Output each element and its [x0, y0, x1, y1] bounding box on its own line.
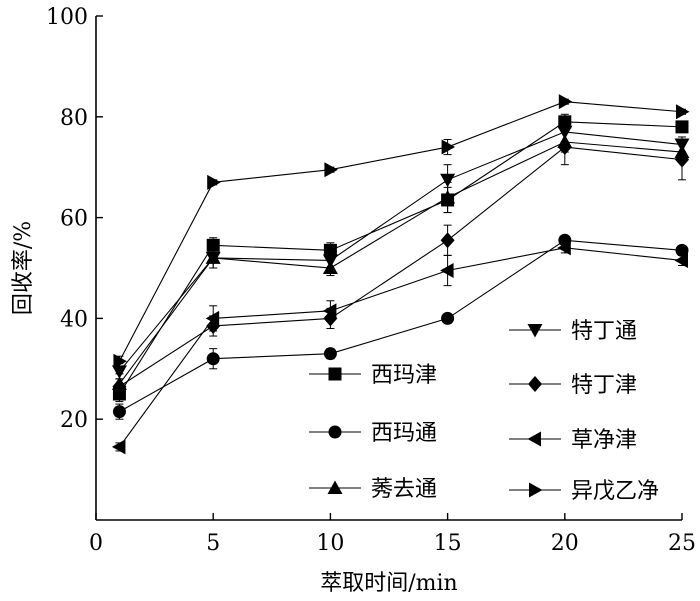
legend-label: 特丁通	[571, 319, 637, 344]
data-point	[206, 352, 220, 366]
y-axis-title: 回收率/%	[11, 221, 36, 315]
data-point	[323, 347, 337, 361]
data-point	[322, 303, 337, 319]
axis-tick-labels: 0 5 10 15 20 25 20 40 60 80 100	[46, 5, 696, 556]
data-point	[324, 162, 338, 178]
series-6	[111, 240, 688, 455]
data-point	[557, 240, 571, 256]
data-point	[205, 251, 221, 266]
series-2	[112, 233, 689, 420]
axis-ticks	[95, 15, 683, 520]
data-point	[206, 238, 220, 252]
data-point	[676, 104, 690, 120]
legend-item: 特丁通	[509, 319, 637, 344]
legend-marker	[529, 482, 543, 498]
x-tick-label: 10	[316, 531, 344, 556]
legend-label: 异戊乙净	[571, 479, 659, 504]
legend-label: 莠去通	[371, 477, 437, 502]
legend-marker	[527, 324, 543, 338]
data-point	[558, 94, 573, 110]
data-point	[441, 311, 455, 325]
x-tick-label: 15	[434, 531, 462, 556]
legend-marker	[527, 431, 541, 447]
data-point	[111, 439, 126, 455]
series-line	[119, 146, 683, 387]
series-3	[111, 131, 690, 395]
series-line	[118, 247, 683, 448]
data-point	[205, 310, 220, 326]
data-point	[675, 243, 689, 257]
data-point	[441, 139, 456, 155]
y-tick-label: 20	[60, 408, 88, 433]
data-point	[440, 232, 455, 249]
data-point	[440, 189, 456, 204]
axes	[95, 16, 682, 521]
legend-item: 莠去通	[309, 477, 437, 502]
legend-marker	[327, 480, 343, 494]
data-point	[440, 173, 456, 188]
x-tick-label: 0	[89, 531, 103, 556]
data-point	[675, 120, 689, 134]
y-tick-label: 80	[60, 106, 88, 131]
series-7	[113, 94, 690, 369]
series-line	[118, 101, 683, 362]
y-tick-label: 100	[46, 5, 88, 30]
legend-marker	[528, 376, 542, 392]
series-line	[119, 239, 683, 413]
data-point	[440, 263, 454, 279]
series-1	[112, 113, 689, 403]
series-line	[118, 141, 683, 385]
data-point	[557, 139, 572, 156]
legend-label: 西玛津	[371, 363, 437, 388]
series-5	[112, 128, 689, 395]
x-tick-label: 25	[668, 531, 696, 556]
legend-marker	[328, 367, 342, 381]
data-point	[674, 252, 688, 268]
legend-item: 异戊乙净	[509, 479, 659, 504]
legend-item: 特丁津	[509, 373, 637, 398]
legend-item: 西玛通	[309, 421, 437, 446]
y-tick-label: 60	[60, 207, 88, 232]
data-point	[113, 353, 127, 369]
legend-label: 特丁津	[571, 373, 637, 398]
data-point	[323, 243, 337, 257]
data-point	[112, 378, 127, 395]
x-tick-label: 20	[551, 531, 579, 556]
x-axis-title: 萃取时间/min	[320, 571, 457, 596]
legend-item: 西玛津	[309, 363, 437, 388]
data-point	[675, 151, 689, 168]
legend-label: 西玛通	[371, 421, 437, 446]
data-point	[112, 405, 126, 419]
legend-marker	[328, 425, 342, 439]
data-series	[111, 94, 690, 455]
y-tick-label: 40	[60, 307, 88, 332]
data-point	[322, 254, 338, 268]
data-point	[111, 365, 127, 379]
series-line	[119, 131, 683, 372]
data-point	[207, 174, 221, 190]
legend-item: 草净津	[509, 428, 637, 453]
legend-label: 草净津	[571, 428, 637, 453]
x-tick-label: 5	[206, 531, 220, 556]
series-line	[118, 121, 683, 395]
